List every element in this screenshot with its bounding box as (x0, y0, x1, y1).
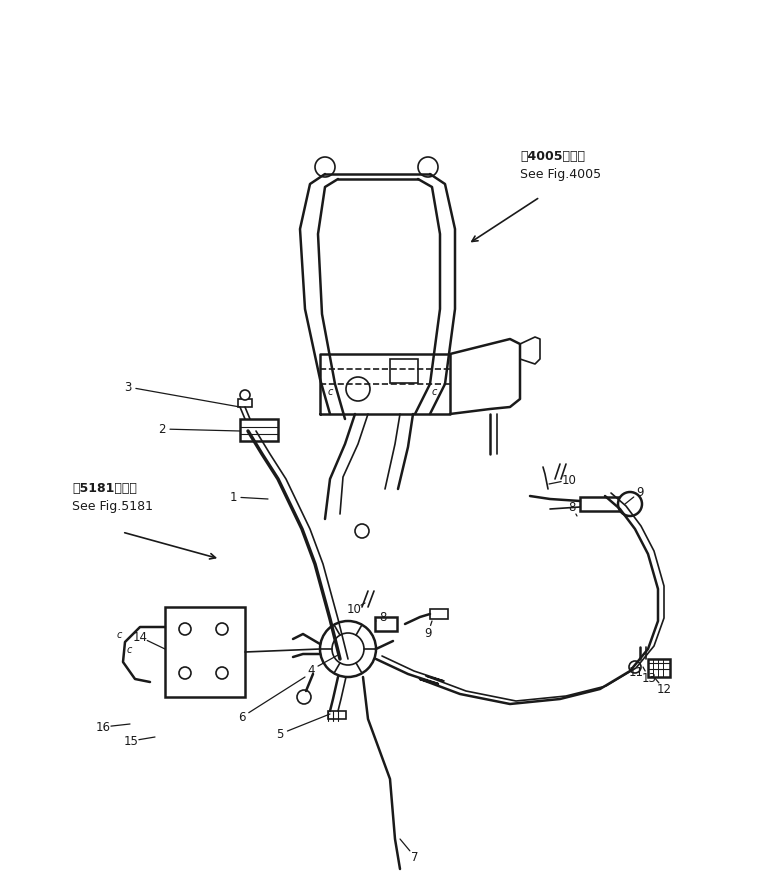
Text: 4: 4 (307, 664, 315, 677)
Text: See Fig.5181: See Fig.5181 (72, 500, 153, 512)
Bar (165, 607, 245, 697)
Text: 12: 12 (657, 683, 671, 696)
Text: 14: 14 (133, 631, 148, 644)
Text: 15: 15 (123, 734, 139, 748)
Text: 笥5181図参照: 笥5181図参照 (72, 481, 137, 494)
Text: 11: 11 (629, 665, 643, 679)
Text: 8: 8 (379, 610, 386, 624)
Text: c: c (127, 644, 133, 654)
Bar (328, 711, 346, 719)
Bar (390, 360, 418, 384)
Circle shape (297, 690, 311, 704)
Text: 笥4005図参照: 笥4005図参照 (520, 150, 585, 163)
Text: 3: 3 (124, 381, 132, 394)
Text: 10: 10 (562, 474, 576, 487)
Bar (648, 659, 670, 677)
Circle shape (618, 493, 642, 517)
Circle shape (240, 391, 250, 400)
Text: 2: 2 (158, 423, 166, 436)
Text: 6: 6 (239, 711, 246, 724)
Text: 8: 8 (568, 501, 575, 514)
Text: 1: 1 (229, 491, 237, 504)
Text: c: c (117, 629, 123, 640)
Text: 13: 13 (642, 672, 656, 685)
Text: 7: 7 (411, 851, 419, 864)
Text: 9: 9 (636, 486, 644, 499)
Text: 10: 10 (347, 602, 361, 616)
Text: 16: 16 (95, 720, 110, 734)
Bar (580, 497, 625, 511)
Bar (238, 400, 252, 408)
Text: 9: 9 (424, 626, 432, 640)
Text: c: c (328, 386, 334, 397)
Circle shape (320, 621, 376, 677)
Text: 5: 5 (277, 727, 283, 741)
Bar (430, 610, 448, 619)
Text: c: c (432, 386, 437, 397)
Bar (240, 420, 278, 441)
Bar (375, 618, 397, 632)
Text: See Fig.4005: See Fig.4005 (520, 167, 601, 181)
